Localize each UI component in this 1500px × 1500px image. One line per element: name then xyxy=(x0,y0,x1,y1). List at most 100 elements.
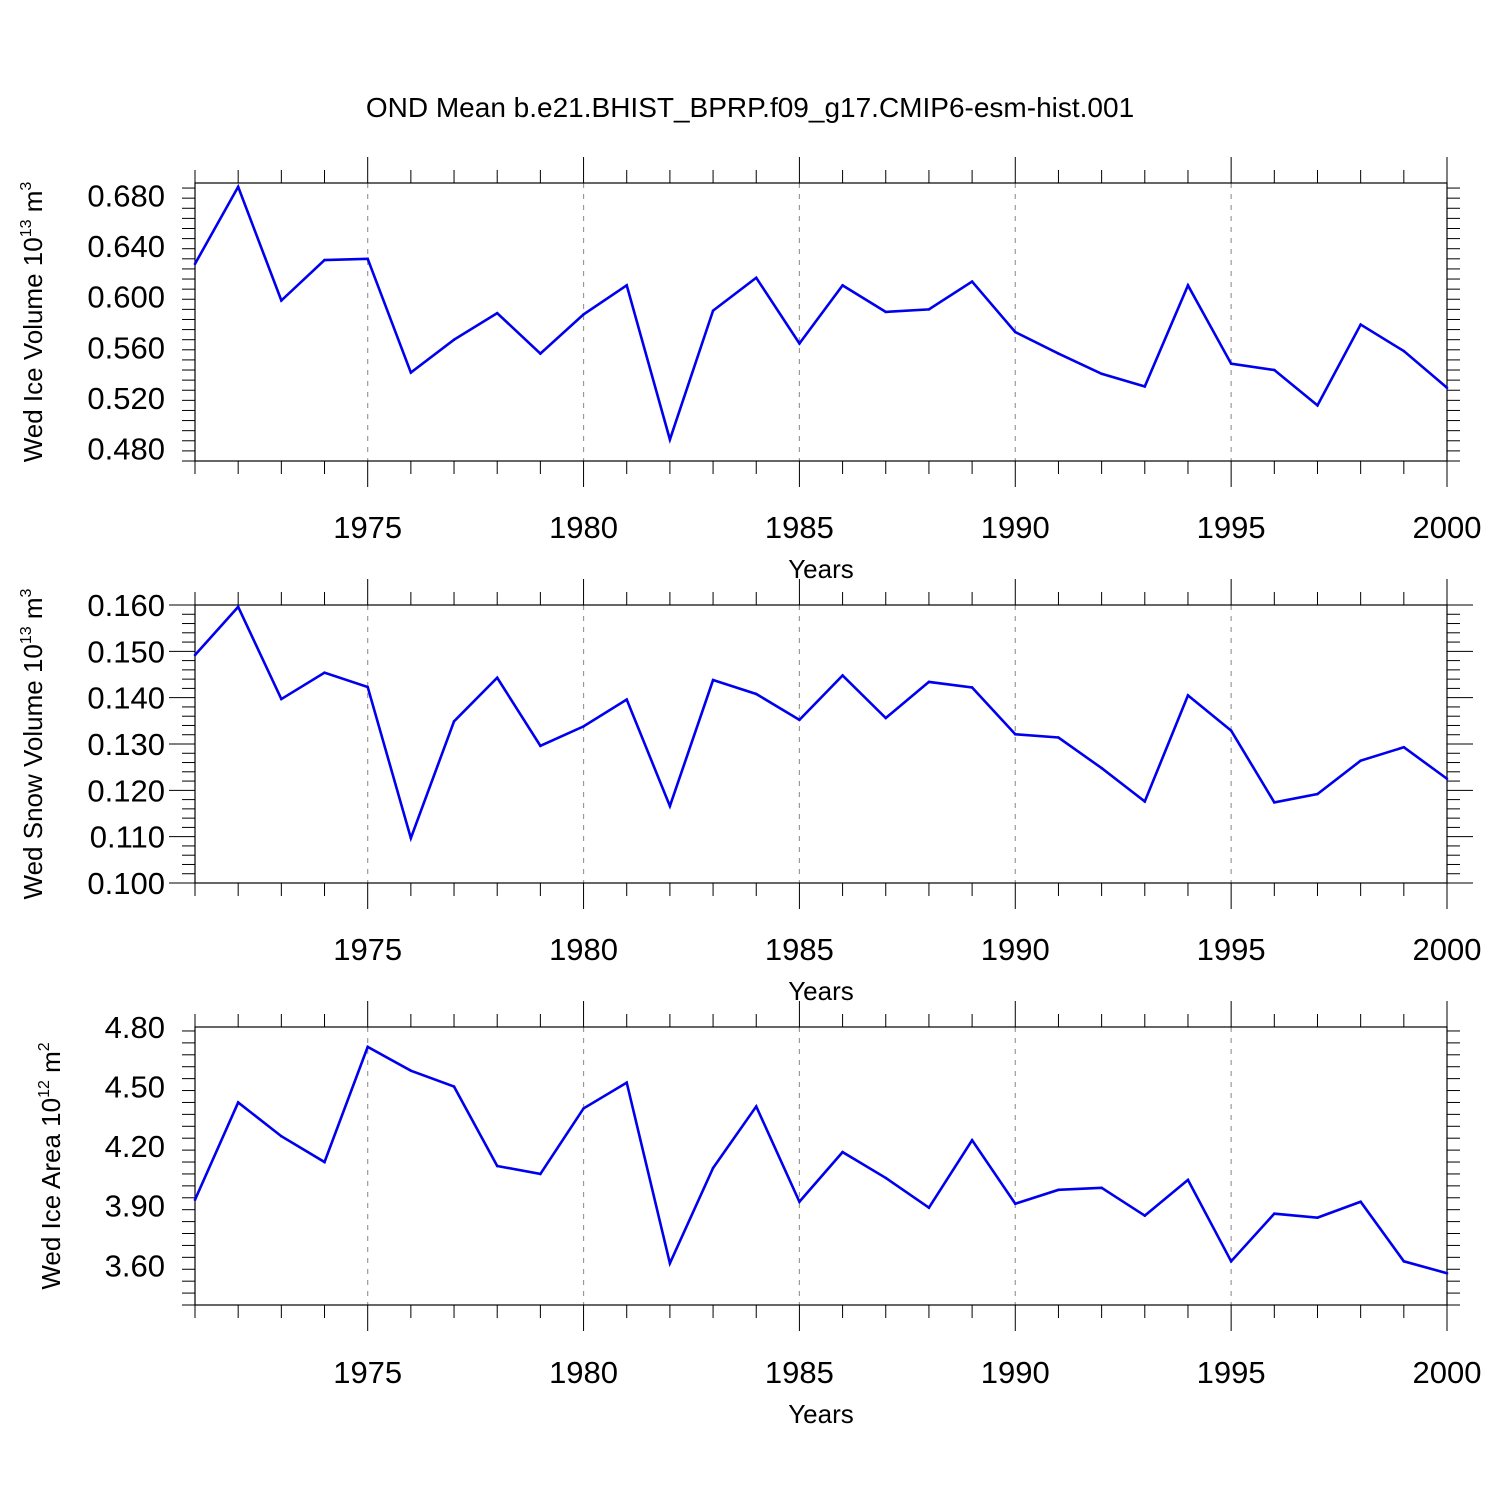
data-point xyxy=(452,338,456,341)
data-point xyxy=(236,605,240,609)
y-axis-title: Wed Snow Volume 1013 m3 xyxy=(18,588,48,899)
data-point xyxy=(668,438,672,441)
data-point xyxy=(1445,1271,1449,1275)
x-tick-label: 2000 xyxy=(1413,510,1482,545)
data-point xyxy=(668,1262,672,1265)
data-point xyxy=(582,313,585,316)
data-point xyxy=(1143,385,1147,388)
data-point xyxy=(1013,1202,1017,1206)
series-line xyxy=(193,1044,1448,1275)
x-tick-label: 1990 xyxy=(981,510,1050,545)
data-point xyxy=(927,308,931,311)
data-point xyxy=(409,1069,413,1072)
data-point xyxy=(1229,362,1233,366)
x-tick-label: 1995 xyxy=(1197,1355,1266,1390)
data-point xyxy=(1186,694,1190,697)
data-point xyxy=(539,352,542,355)
data-point xyxy=(495,311,499,315)
data-point xyxy=(1273,801,1276,804)
data-point xyxy=(625,698,629,701)
data-point xyxy=(798,718,801,722)
data-point xyxy=(841,284,844,287)
data-point xyxy=(1359,323,1362,326)
data-point xyxy=(193,1198,197,1202)
data-point xyxy=(1057,352,1060,355)
data-point xyxy=(323,1160,326,1164)
data-point xyxy=(1316,404,1319,407)
y-tick-label: 0.600 xyxy=(87,280,165,315)
x-tick-label: 1990 xyxy=(981,1355,1050,1390)
y-tick-label: 0.110 xyxy=(90,820,165,855)
data-point xyxy=(841,1150,844,1154)
data-point xyxy=(754,276,758,280)
data-point xyxy=(1186,284,1190,287)
data-point xyxy=(668,804,672,808)
x-tick-label: 1980 xyxy=(549,510,618,545)
data-point xyxy=(1402,745,1406,749)
data-point xyxy=(1100,372,1103,376)
x-axis-title: Years xyxy=(788,554,854,584)
data-point xyxy=(754,1105,758,1108)
data-point xyxy=(1402,1260,1406,1263)
data-point xyxy=(280,1134,283,1138)
x-axis-title: Years xyxy=(788,976,854,1006)
y-tick-label: 4.80 xyxy=(105,1010,165,1045)
data-point xyxy=(366,685,369,689)
data-point xyxy=(1445,386,1449,390)
data-point xyxy=(193,653,197,657)
data-point xyxy=(970,280,974,283)
data-point xyxy=(539,744,542,748)
x-tick-label: 1980 xyxy=(549,1355,618,1390)
data-point xyxy=(1057,1188,1060,1192)
data-point xyxy=(1186,1178,1190,1182)
data-point xyxy=(970,1138,974,1142)
data-point xyxy=(1402,349,1406,353)
data-point xyxy=(323,671,326,674)
data-point xyxy=(625,1081,629,1084)
data-point xyxy=(1445,777,1449,781)
data-point xyxy=(1359,1200,1362,1204)
data-point xyxy=(841,674,844,677)
y-tick-label: 0.560 xyxy=(87,330,165,365)
data-point xyxy=(409,836,413,840)
y-tick-label: 0.640 xyxy=(87,229,165,264)
data-point xyxy=(1057,736,1060,739)
panel-2: 0.100 0.110 0.120 0.130 0.140 0.150 0.160 1975 1… xyxy=(18,579,1481,1006)
x-tick-label: 1985 xyxy=(765,1355,834,1390)
y-tick-label: 0.120 xyxy=(87,773,165,808)
series-line xyxy=(194,604,1448,843)
x-tick-label: 1975 xyxy=(333,932,402,967)
data-point xyxy=(280,697,283,701)
data-point xyxy=(1229,1260,1233,1263)
data-point xyxy=(970,686,974,689)
data-point xyxy=(884,310,888,314)
y-axis-title: Wed Ice Area 1012 m2 xyxy=(36,1042,66,1289)
data-point xyxy=(452,719,456,723)
data-point xyxy=(884,716,888,720)
x-tick-label: 1975 xyxy=(333,510,402,545)
y-tick-label: 0.130 xyxy=(87,727,165,762)
y-tick-label: 0.680 xyxy=(87,179,165,214)
data-point xyxy=(754,692,758,696)
data-point xyxy=(495,676,499,680)
y-tick-label: 0.140 xyxy=(87,681,165,716)
chart-title: OND Mean b.e21.BHIST_BPRP.f09_g17.CMIP6-… xyxy=(365,92,1135,123)
x-tick-label: 2000 xyxy=(1413,932,1482,967)
data-point xyxy=(582,1107,585,1110)
data-point xyxy=(1100,1186,1103,1190)
data-point xyxy=(1316,792,1319,796)
data-point xyxy=(323,258,326,262)
x-axis-title: Years xyxy=(788,1399,854,1429)
y-tick-label: 3.90 xyxy=(105,1189,165,1224)
x-tick-label: 2000 xyxy=(1413,1355,1482,1390)
data-point xyxy=(798,1200,801,1204)
x-tick-label: 1995 xyxy=(1197,510,1266,545)
data-point xyxy=(1273,368,1276,372)
data-point xyxy=(711,1166,715,1170)
panel-3: 3.60 3.90 4.20 4.50 4.80 1975 1980 1985 1990 1995… xyxy=(36,1001,1481,1429)
data-point xyxy=(366,1045,369,1049)
plot-frame xyxy=(194,1026,1448,1306)
data-point xyxy=(1013,330,1017,334)
y-tick-label: 0.100 xyxy=(87,866,165,901)
data-point xyxy=(927,1206,931,1209)
